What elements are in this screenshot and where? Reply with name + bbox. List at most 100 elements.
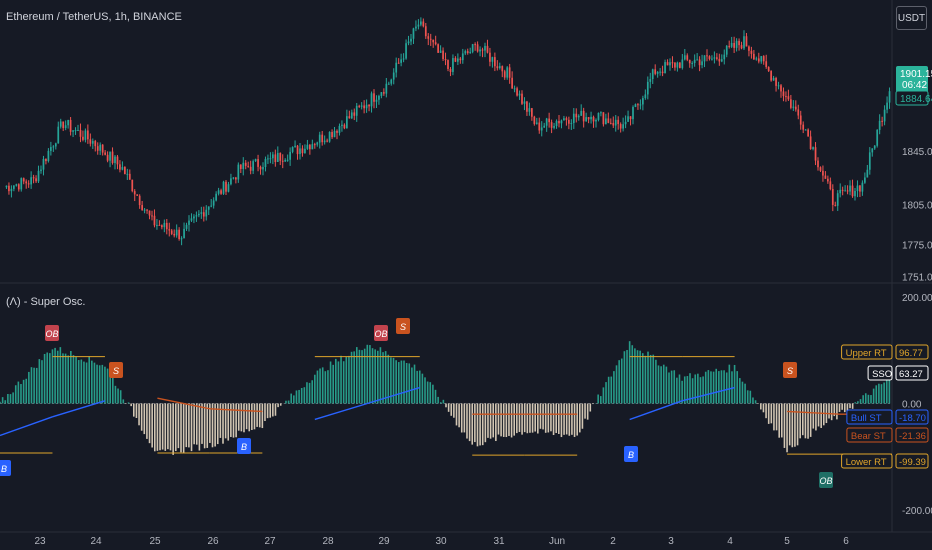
price-candle <box>479 49 481 52</box>
price-candle <box>545 118 548 126</box>
price-candle <box>237 164 240 180</box>
price-candle <box>20 178 23 190</box>
price-candle <box>587 117 590 120</box>
price-candle <box>257 159 259 167</box>
price-candle <box>708 56 711 59</box>
price-candle <box>348 116 351 119</box>
price-candle <box>114 156 116 163</box>
oscillator-pane[interactable]: OB S B OB S B S OB B <box>0 318 892 488</box>
price-candle <box>323 140 326 143</box>
price-candle <box>143 209 146 211</box>
price-candle <box>518 93 521 96</box>
indicator-title: (Λ) - Super Osc. <box>6 296 86 308</box>
price-candle <box>676 62 679 68</box>
price-candle <box>267 158 269 160</box>
time-tick-label: 23 <box>34 536 46 547</box>
price-candle <box>37 170 40 182</box>
price-candle <box>183 228 185 239</box>
price-candle <box>738 40 740 46</box>
signal-marker-label: B <box>1 464 7 474</box>
price-candle <box>511 77 513 89</box>
price-candle <box>713 57 716 59</box>
bear-st-line <box>787 410 840 415</box>
price-candle <box>585 117 587 122</box>
price-candle <box>299 148 301 155</box>
price-candle <box>133 191 136 195</box>
price-candle <box>765 61 768 67</box>
price-candle <box>725 45 728 55</box>
price-candle <box>716 57 718 59</box>
signal-marker <box>237 438 251 454</box>
value-number-text: 63.27 <box>899 369 923 380</box>
price-candle <box>711 58 713 60</box>
value-name-text: Bull ST <box>851 413 882 424</box>
price-candle <box>461 53 464 61</box>
value-number-tag <box>895 409 929 425</box>
price-candle <box>785 96 787 98</box>
price-candle <box>259 166 262 170</box>
price-candle <box>822 170 824 176</box>
signal-marker <box>624 446 638 462</box>
price-candle <box>666 62 669 66</box>
price-candle <box>799 115 802 125</box>
price-candle <box>871 148 874 153</box>
price-candle <box>67 119 69 126</box>
value-name-text: SSO <box>872 369 892 380</box>
time-tick-label: 3 <box>668 536 674 547</box>
price-candle <box>824 175 827 179</box>
price-candle <box>417 24 420 27</box>
price-candle <box>656 72 659 74</box>
value-name-tag <box>841 344 893 360</box>
price-candle <box>819 167 822 171</box>
price-candle <box>170 230 173 234</box>
price-candle <box>161 225 163 228</box>
value-name-tag <box>846 427 893 443</box>
price-candle <box>276 152 279 162</box>
price-candle <box>395 62 398 73</box>
price-candle <box>538 122 541 131</box>
price-candle <box>353 112 356 116</box>
osc-tick-label: -200.00 <box>902 506 932 517</box>
price-candle <box>794 106 797 110</box>
currency-button[interactable]: USDT <box>896 6 927 30</box>
price-candle <box>565 118 568 120</box>
signal-marker-label: OB <box>374 329 387 339</box>
price-candle <box>338 125 341 133</box>
price-candle <box>402 58 405 60</box>
price-candle <box>91 141 94 144</box>
price-candle <box>190 218 193 221</box>
price-candle <box>772 78 775 81</box>
price-candle <box>72 130 74 132</box>
price-candle <box>755 58 758 60</box>
price-candle <box>876 129 879 146</box>
price-candle <box>607 118 610 123</box>
price-candle <box>486 45 489 53</box>
price-candle <box>780 85 782 92</box>
price-candle <box>496 66 499 69</box>
price-candle <box>195 215 198 217</box>
price-countdown: 06:42 <box>902 80 927 91</box>
price-candle <box>390 79 393 84</box>
price-candle <box>526 101 528 112</box>
price-candle <box>247 165 250 167</box>
signal-marker-label: OB <box>45 329 58 339</box>
value-name-tag <box>846 409 893 425</box>
price-candle <box>415 26 417 29</box>
value-name-text: Bear ST <box>851 431 886 442</box>
price-candle <box>851 185 854 197</box>
price-candle <box>202 212 205 217</box>
price-candle <box>373 93 375 102</box>
signal-marker-label: B <box>628 450 634 460</box>
price-candle <box>664 62 666 74</box>
price-candle <box>723 54 726 60</box>
price-candle <box>328 131 331 142</box>
price-candle <box>99 144 102 151</box>
price-candle <box>770 70 772 81</box>
price-candle <box>343 124 346 129</box>
price-candle <box>637 104 639 106</box>
signal-marker <box>783 362 797 378</box>
price-pane[interactable] <box>5 17 891 246</box>
secondary-price-value: 1884.64 <box>900 94 932 105</box>
price-candle <box>311 144 314 150</box>
